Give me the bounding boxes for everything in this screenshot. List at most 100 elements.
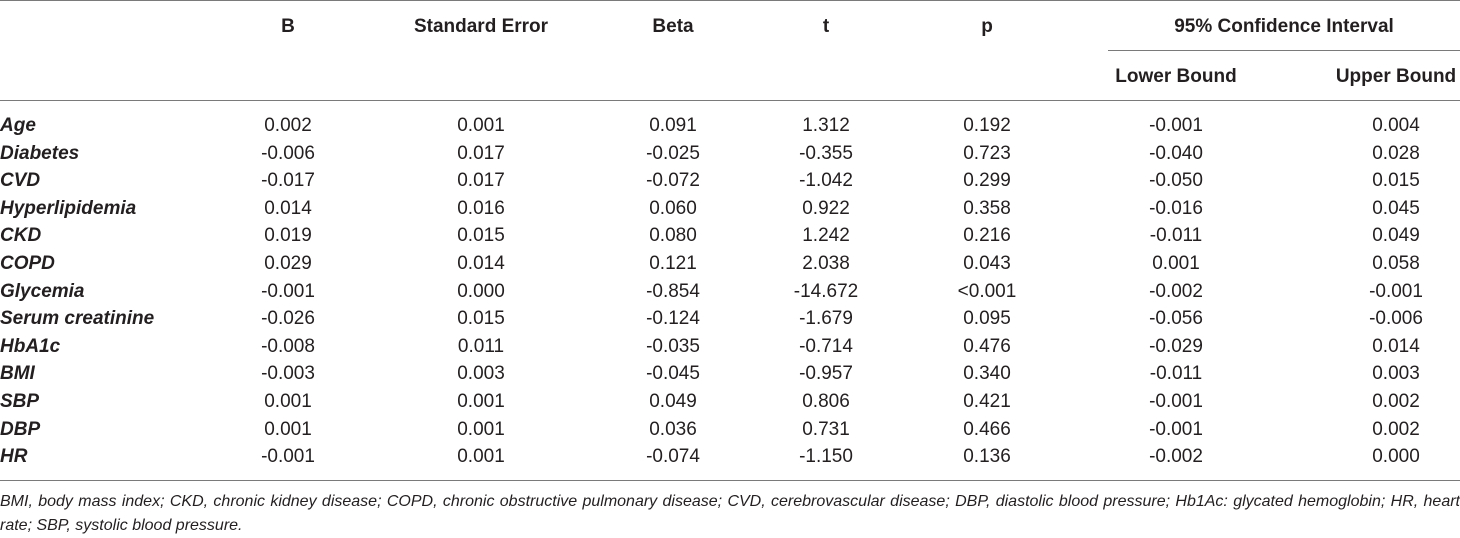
cell-t: -14.672 [793, 280, 859, 302]
cell-b: -0.001 [261, 280, 315, 302]
cell-lower: -0.002 [1149, 280, 1203, 302]
cell-t: 2.038 [802, 253, 850, 274]
cell-b: -0.006 [261, 142, 315, 164]
cell-upper: 0.049 [1372, 225, 1420, 247]
cell-t: -1.042 [799, 170, 853, 192]
cell-b: 0.001 [264, 391, 312, 412]
row-label: DBP [0, 418, 41, 440]
cell-lower: -0.002 [1149, 446, 1203, 468]
cell-lower: -0.001 [1149, 391, 1203, 412]
cell-upper: 0.002 [1372, 391, 1420, 412]
row-label: Hyperlipidemia [0, 197, 137, 219]
row-label: Age [0, 115, 36, 136]
cell-p: 0.421 [963, 391, 1011, 412]
cell-se: 0.003 [457, 363, 505, 385]
cell-p: 0.216 [963, 225, 1011, 247]
cell-p: 0.136 [963, 446, 1011, 468]
cell-lower: -0.001 [1149, 115, 1203, 136]
cell-se: 0.017 [457, 170, 505, 192]
cell-upper: 0.058 [1372, 253, 1420, 274]
header-standard-error: Standard Error [413, 16, 549, 37]
cell-se: 0.001 [457, 115, 505, 136]
cell-beta: -0.124 [646, 308, 700, 330]
header-t: t [822, 16, 830, 37]
cell-lower: -0.001 [1149, 418, 1203, 440]
cell-beta: -0.025 [646, 142, 700, 164]
cell-t: -0.957 [799, 363, 853, 385]
cell-beta: 0.060 [649, 197, 697, 219]
cell-beta: -0.045 [646, 363, 700, 385]
cell-beta: -0.074 [646, 446, 700, 468]
row-label: COPD [0, 253, 55, 274]
cell-p: 0.299 [963, 170, 1011, 192]
cell-upper: 0.002 [1372, 418, 1420, 440]
cell-b: 0.029 [264, 253, 312, 274]
cell-t: -1.679 [799, 308, 853, 330]
row-label: SBP [0, 391, 40, 412]
row-label: BMI [0, 363, 35, 385]
cell-se: 0.001 [457, 418, 505, 440]
header-b: B [281, 16, 295, 37]
header-lower-bound: Lower Bound [1115, 66, 1237, 87]
row-label: CKD [0, 225, 42, 247]
cell-beta: 0.121 [649, 253, 697, 274]
cell-beta: 0.091 [649, 115, 697, 136]
cell-upper: 0.003 [1372, 363, 1420, 385]
cell-se: 0.011 [457, 335, 505, 357]
row-label: Serum creatinine [0, 308, 155, 330]
cell-p: 0.358 [963, 197, 1011, 219]
cell-p: 0.192 [963, 115, 1011, 136]
cell-b: -0.017 [261, 170, 315, 192]
cell-upper: -0.001 [1369, 280, 1423, 302]
cell-t: 0.806 [802, 391, 850, 412]
cell-se: 0.017 [457, 142, 505, 164]
cell-b: -0.001 [261, 446, 315, 468]
cell-p: <0.001 [957, 280, 1017, 302]
cell-p: 0.476 [963, 335, 1011, 357]
cell-beta: -0.854 [646, 280, 700, 302]
cell-se: 0.014 [457, 253, 505, 274]
row-label: HR [0, 446, 28, 468]
header-p: p [981, 16, 993, 37]
cell-t: -1.150 [799, 446, 853, 468]
cell-t: 1.242 [802, 225, 850, 247]
cell-b: 0.002 [264, 115, 312, 136]
cell-upper: 0.015 [1372, 170, 1420, 192]
cell-b: -0.026 [261, 308, 315, 330]
ci-header-rule [1108, 50, 1460, 51]
header-beta: Beta [652, 16, 694, 37]
cell-se: 0.016 [457, 197, 505, 219]
cell-lower: 0.001 [1152, 253, 1200, 274]
cell-p: 0.043 [963, 253, 1011, 274]
table-bottom-rule [0, 480, 1460, 481]
cell-lower: -0.056 [1149, 308, 1203, 330]
table-header-rule [0, 100, 1460, 101]
cell-lower: -0.040 [1149, 142, 1203, 164]
cell-upper: 0.004 [1372, 115, 1420, 136]
cell-p: 0.723 [963, 142, 1011, 164]
cell-p: 0.095 [963, 308, 1011, 330]
row-label: HbA1c [0, 335, 61, 357]
cell-t: 0.731 [802, 418, 850, 440]
cell-beta: 0.049 [649, 391, 697, 412]
cell-se: 0.000 [457, 280, 505, 302]
cell-se: 0.001 [457, 446, 505, 468]
cell-upper: 0.000 [1372, 446, 1420, 468]
cell-lower: -0.011 [1149, 363, 1203, 385]
row-label: CVD [0, 170, 41, 192]
cell-lower: -0.050 [1149, 170, 1203, 192]
cell-upper: 0.014 [1372, 335, 1420, 357]
row-label: Glycemia [0, 280, 85, 302]
cell-t: 0.922 [802, 197, 850, 219]
cell-lower: -0.029 [1149, 335, 1203, 357]
cell-upper: 0.028 [1372, 142, 1420, 164]
header-upper-bound: Upper Bound [1335, 66, 1457, 87]
cell-beta: -0.035 [646, 335, 700, 357]
cell-lower: -0.011 [1149, 225, 1203, 247]
cell-b: -0.008 [261, 335, 315, 357]
cell-t: -0.714 [799, 335, 853, 357]
cell-se: 0.015 [457, 225, 505, 247]
cell-upper: 0.045 [1372, 197, 1420, 219]
cell-beta: 0.080 [649, 225, 697, 247]
